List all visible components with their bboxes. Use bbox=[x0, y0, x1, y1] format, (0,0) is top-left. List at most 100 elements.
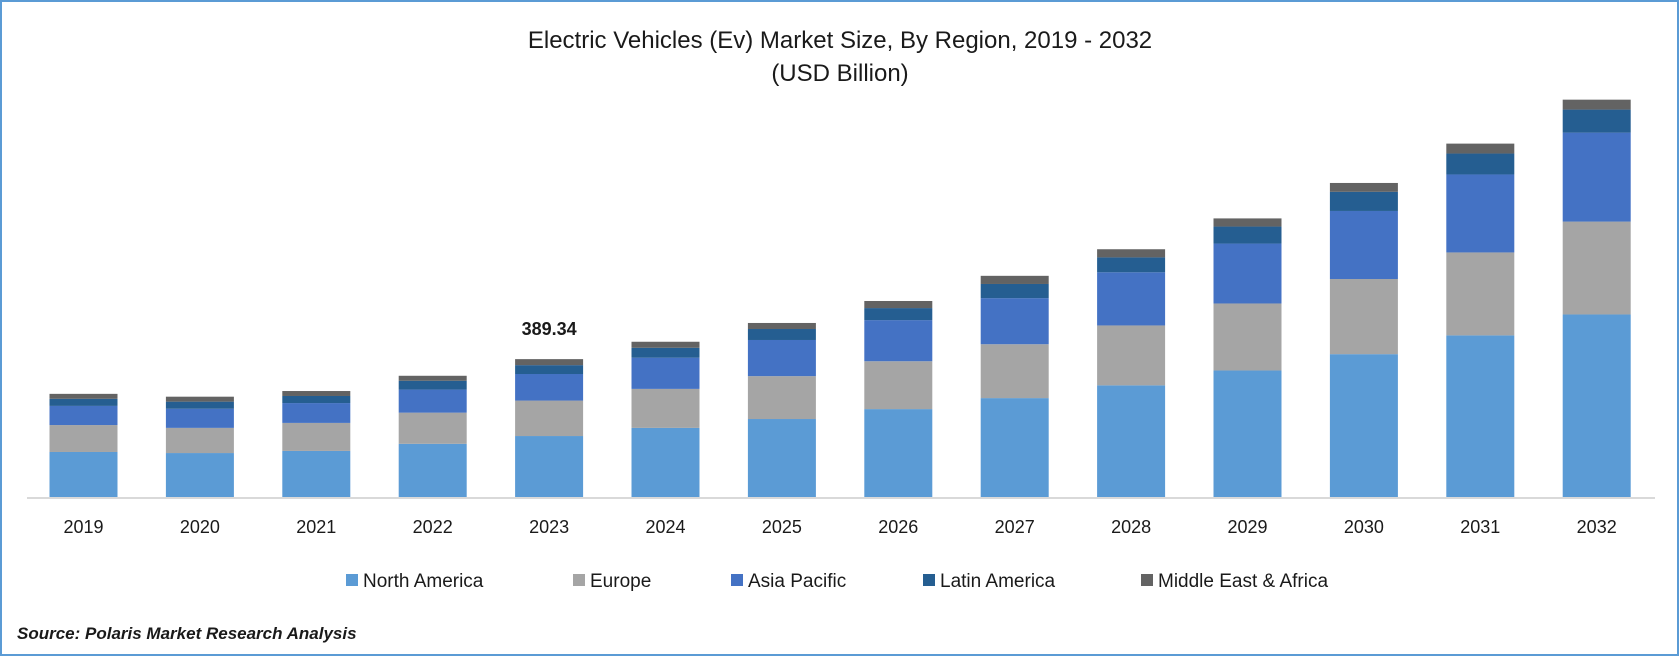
bar-segment-europe-2025 bbox=[747, 376, 816, 420]
bar-segment-latin-america-2032 bbox=[1562, 109, 1631, 133]
legend: North America Europe Asia Pacific Latin Ame… bbox=[346, 571, 1328, 592]
bar-segment-latin-america-2027 bbox=[980, 283, 1049, 299]
bar-segment-europe-2030 bbox=[1329, 279, 1398, 355]
x-tick-label: 2024 bbox=[645, 517, 685, 537]
legend-label: Europe bbox=[590, 571, 651, 592]
bar-segment-asia-pacific-2031 bbox=[1446, 174, 1515, 253]
source-note: Source: Polaris Market Research Analysis bbox=[17, 624, 357, 643]
x-tick-label: 2027 bbox=[995, 517, 1035, 537]
bar-segment-europe-2027 bbox=[980, 344, 1049, 399]
legend-swatch bbox=[573, 574, 585, 586]
bar-segment-latin-america-2025 bbox=[747, 328, 816, 340]
legend-swatch bbox=[731, 574, 743, 586]
bar-segment-latin-america-2031 bbox=[1446, 153, 1515, 175]
bar-segment-europe-2028 bbox=[1097, 325, 1166, 386]
x-tick-label: 2029 bbox=[1227, 517, 1267, 537]
bar-segment-middle-east-africa-2027 bbox=[980, 275, 1049, 284]
bar-segment-north-america-2023 bbox=[515, 436, 584, 497]
bar-segment-middle-east-africa-2021 bbox=[282, 391, 351, 396]
bar-segment-europe-2032 bbox=[1562, 221, 1631, 315]
bar-segment-latin-america-2026 bbox=[864, 308, 933, 321]
bar-segment-europe-2020 bbox=[165, 427, 234, 454]
bar-stack-2026 bbox=[864, 300, 933, 497]
bar-stack-2022 bbox=[398, 375, 467, 497]
bar-segment-latin-america-2024 bbox=[631, 347, 700, 358]
bar-segment-middle-east-africa-2028 bbox=[1097, 249, 1166, 258]
bar-stack-2032 bbox=[1562, 99, 1631, 497]
x-tick-label: 2031 bbox=[1460, 517, 1500, 537]
x-tick-label: 2030 bbox=[1344, 517, 1384, 537]
x-tick-label: 2021 bbox=[296, 517, 336, 537]
bar-segment-asia-pacific-2027 bbox=[980, 298, 1049, 345]
bar-segment-asia-pacific-2026 bbox=[864, 320, 933, 362]
legend-label: Asia Pacific bbox=[748, 571, 846, 592]
x-tick-label: 2025 bbox=[762, 517, 802, 537]
bar-stack-2025 bbox=[747, 322, 816, 497]
bar-segment-latin-america-2019 bbox=[49, 398, 118, 406]
bar-segment-europe-2019 bbox=[49, 425, 118, 452]
x-tick-label: 2022 bbox=[413, 517, 453, 537]
bar-segment-middle-east-africa-2022 bbox=[398, 375, 467, 381]
bar-segment-north-america-2019 bbox=[49, 451, 118, 497]
bar-stack-2023 bbox=[515, 359, 584, 497]
bar-segment-asia-pacific-2025 bbox=[747, 339, 816, 377]
bar-segment-north-america-2031 bbox=[1446, 335, 1515, 497]
x-tick-label: 2026 bbox=[878, 517, 918, 537]
bar-segment-asia-pacific-2023 bbox=[515, 374, 584, 401]
legend-item: North America bbox=[346, 571, 484, 592]
bar-segment-north-america-2032 bbox=[1562, 314, 1631, 497]
bar-segment-asia-pacific-2020 bbox=[165, 408, 234, 428]
bar-segment-north-america-2021 bbox=[282, 450, 351, 497]
bar-stack-2029 bbox=[1213, 218, 1282, 497]
bar-segment-middle-east-africa-2024 bbox=[631, 341, 700, 348]
bar-segment-middle-east-africa-2026 bbox=[864, 300, 933, 309]
bar-stack-2024 bbox=[631, 341, 700, 497]
bar-segment-north-america-2028 bbox=[1097, 385, 1166, 497]
bar-stack-2027 bbox=[980, 275, 1049, 497]
legend-swatch bbox=[1141, 574, 1153, 586]
bar-segment-europe-2031 bbox=[1446, 252, 1515, 336]
bar-segment-asia-pacific-2030 bbox=[1329, 210, 1398, 280]
bar-segment-europe-2021 bbox=[282, 422, 351, 451]
bar-segment-middle-east-africa-2020 bbox=[165, 396, 234, 402]
legend-label: Latin America bbox=[940, 571, 1056, 592]
bar-stack-2031 bbox=[1446, 143, 1515, 497]
bar-segment-north-america-2020 bbox=[165, 453, 234, 497]
legend-item: Latin America bbox=[923, 571, 1056, 592]
bar-segment-asia-pacific-2021 bbox=[282, 403, 351, 423]
bar-segment-middle-east-africa-2023 bbox=[515, 359, 584, 366]
bar-segment-latin-america-2020 bbox=[165, 401, 234, 409]
bar-segment-europe-2022 bbox=[398, 412, 467, 444]
bar-segment-asia-pacific-2024 bbox=[631, 357, 700, 389]
bar-segment-asia-pacific-2022 bbox=[398, 389, 467, 413]
bar-stack-2019 bbox=[49, 393, 118, 497]
bar-segment-latin-america-2030 bbox=[1329, 191, 1398, 211]
x-tick-label: 2032 bbox=[1577, 517, 1617, 537]
bar-segment-middle-east-africa-2031 bbox=[1446, 143, 1515, 154]
bar-segment-north-america-2029 bbox=[1213, 370, 1282, 497]
x-tick-label: 2028 bbox=[1111, 517, 1151, 537]
chart-subtitle: (USD Billion) bbox=[771, 60, 908, 87]
bar-segment-north-america-2022 bbox=[398, 443, 467, 497]
bar-segment-north-america-2024 bbox=[631, 427, 700, 497]
bar-segment-north-america-2027 bbox=[980, 398, 1049, 497]
legend-label: Middle East & Africa bbox=[1158, 571, 1328, 592]
bar-segment-north-america-2030 bbox=[1329, 354, 1398, 497]
legend-swatch bbox=[346, 574, 358, 586]
bar-segment-latin-america-2022 bbox=[398, 380, 467, 390]
bar-segment-europe-2029 bbox=[1213, 303, 1282, 371]
legend-label: North America bbox=[363, 571, 484, 592]
x-tick-label: 2019 bbox=[63, 517, 103, 537]
chart-title: Electric Vehicles (Ev) Market Size, By R… bbox=[528, 27, 1152, 54]
bar-segment-middle-east-africa-2025 bbox=[747, 322, 816, 329]
bar-segment-asia-pacific-2032 bbox=[1562, 132, 1631, 222]
legend-item: Europe bbox=[573, 571, 651, 592]
bar-segment-latin-america-2021 bbox=[282, 395, 351, 404]
bar-segment-europe-2023 bbox=[515, 400, 584, 437]
bar-stack-2030 bbox=[1329, 182, 1398, 497]
bar-stack-2028 bbox=[1097, 249, 1166, 497]
bar-segment-latin-america-2028 bbox=[1097, 257, 1166, 273]
bar-segment-middle-east-africa-2019 bbox=[49, 393, 118, 399]
bar-stack-2021 bbox=[282, 391, 351, 497]
